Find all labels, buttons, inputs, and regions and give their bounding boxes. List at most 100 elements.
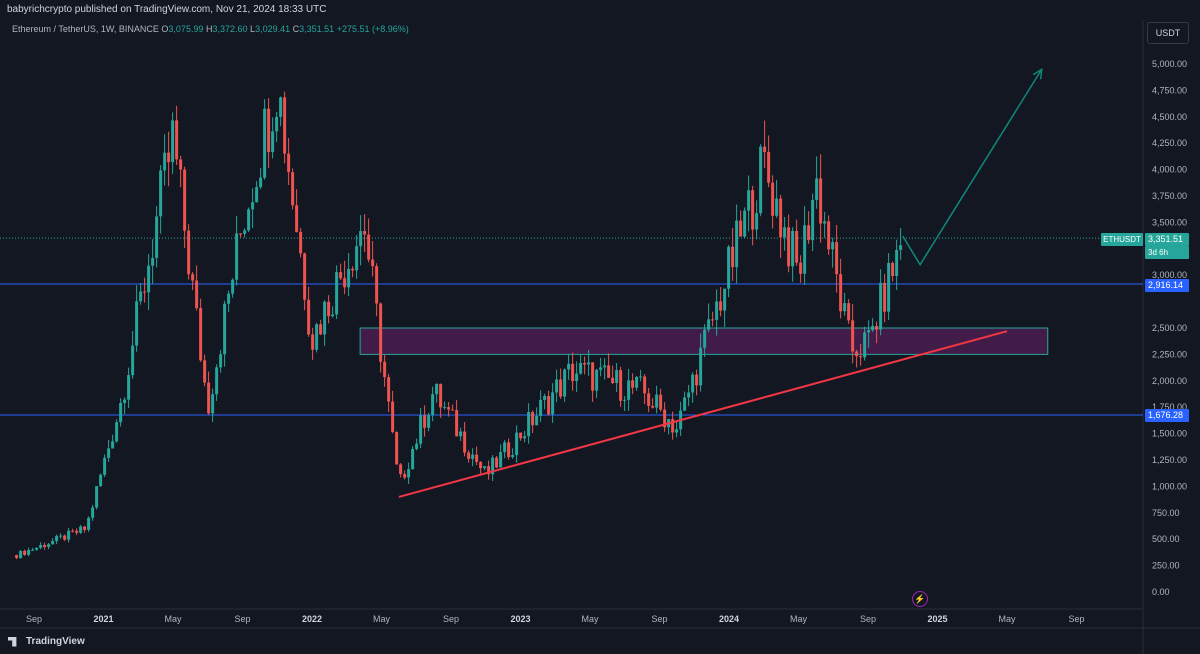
- candle-body: [199, 308, 203, 361]
- candle-body: [87, 517, 91, 530]
- candle-body: [719, 301, 723, 311]
- candle-body: [739, 220, 743, 237]
- tradingview-logo[interactable]: TradingView: [8, 636, 85, 647]
- time-tick-label: Sep: [26, 614, 42, 624]
- candle-body: [715, 301, 719, 320]
- candle-body: [827, 221, 831, 250]
- candle-body: [491, 457, 495, 475]
- candle-body: [27, 550, 31, 555]
- candle-body: [887, 262, 891, 312]
- publisher-info: babyrichcrypto published on TradingView.…: [7, 4, 327, 15]
- time-tick-label: Sep: [651, 614, 667, 624]
- candle-body: [215, 367, 219, 395]
- candle-body: [271, 131, 275, 153]
- countdown-tag: 3d 6h: [1145, 246, 1189, 259]
- price-tick-label: 1,500.00: [1152, 429, 1187, 439]
- candle-body: [307, 299, 311, 335]
- candle-body: [651, 405, 655, 408]
- candle-body: [471, 454, 475, 459]
- candle-body: [239, 233, 243, 235]
- candle-body: [463, 431, 467, 453]
- candle-body: [171, 120, 175, 163]
- candle-body: [775, 198, 779, 216]
- candle-body: [763, 146, 767, 153]
- candle-body: [787, 227, 791, 267]
- candle-body: [467, 452, 471, 459]
- time-tick-label: May: [164, 614, 182, 624]
- currency-button[interactable]: USDT: [1147, 22, 1189, 44]
- candle-body: [503, 442, 507, 453]
- candle-body: [295, 205, 299, 232]
- candle-body: [223, 303, 227, 355]
- candle-body: [687, 392, 691, 398]
- candle-body: [323, 301, 327, 335]
- candle-body: [547, 396, 551, 415]
- candle-body: [135, 301, 139, 346]
- candle-body: [855, 351, 859, 357]
- price-tick-label: 3,500.00: [1152, 217, 1187, 227]
- price-tick-label: 250.00: [1152, 561, 1180, 571]
- current-price-tag: 3,351.51: [1145, 233, 1189, 246]
- candle-body: [123, 399, 127, 403]
- candle-body: [403, 474, 407, 478]
- candle-body: [91, 507, 95, 518]
- candle-body: [99, 474, 103, 487]
- candle-body: [175, 120, 179, 160]
- candle-body: [119, 402, 123, 423]
- candle-body: [759, 146, 763, 214]
- candle-body: [611, 377, 615, 384]
- candle-body: [691, 374, 695, 393]
- candle-body: [579, 363, 583, 374]
- candle-body: [675, 429, 679, 433]
- candle-body: [479, 461, 483, 469]
- candle-body: [567, 363, 571, 370]
- candle-body: [899, 245, 903, 250]
- candle-body: [415, 443, 419, 450]
- price-tick-label: 1,750.00: [1152, 402, 1187, 412]
- level-lower-tag: 1,676.28: [1145, 409, 1189, 422]
- candle-body: [875, 325, 879, 330]
- candle-body: [243, 230, 247, 234]
- tradingview-logo-icon: [8, 636, 17, 647]
- price-tick-label: 2,500.00: [1152, 323, 1187, 333]
- high-value: 3,372.60: [212, 24, 248, 34]
- candle-body: [791, 231, 795, 267]
- candle-body: [507, 442, 511, 458]
- low-label: L: [250, 24, 256, 34]
- candle-body: [631, 380, 635, 388]
- lightning-icon[interactable]: ⚡: [912, 591, 928, 607]
- candle-body: [107, 448, 111, 458]
- candle-body: [891, 262, 895, 277]
- candle-body: [711, 319, 715, 321]
- price-tick-label: 5,000.00: [1152, 59, 1187, 69]
- candle-body: [527, 412, 531, 437]
- candle-body: [495, 457, 499, 468]
- price-tick-label: 500.00: [1152, 534, 1180, 544]
- candle-body: [383, 361, 387, 378]
- candle-body: [831, 242, 835, 250]
- candle-body: [431, 394, 435, 416]
- candle-body: [143, 291, 147, 293]
- candle-body: [291, 172, 295, 206]
- candle-body: [367, 234, 371, 260]
- candle-body: [279, 97, 283, 117]
- candle-body: [155, 216, 159, 258]
- candle-body: [311, 334, 315, 350]
- candle-body: [419, 415, 423, 444]
- candle-body: [539, 399, 543, 416]
- candle-body: [187, 230, 191, 275]
- candle-body: [399, 464, 403, 475]
- candle-body: [375, 266, 379, 304]
- candle-body: [867, 330, 871, 333]
- candle-body: [67, 530, 71, 540]
- candle-body: [227, 293, 231, 304]
- candle-body: [451, 409, 455, 411]
- candle-body: [47, 544, 51, 547]
- candle-body: [859, 356, 863, 358]
- candle-body: [387, 377, 391, 402]
- candle-body: [795, 231, 799, 263]
- price-tick-label: 3,750.00: [1152, 191, 1187, 201]
- candle-body: [23, 550, 27, 555]
- candle-body: [131, 345, 135, 376]
